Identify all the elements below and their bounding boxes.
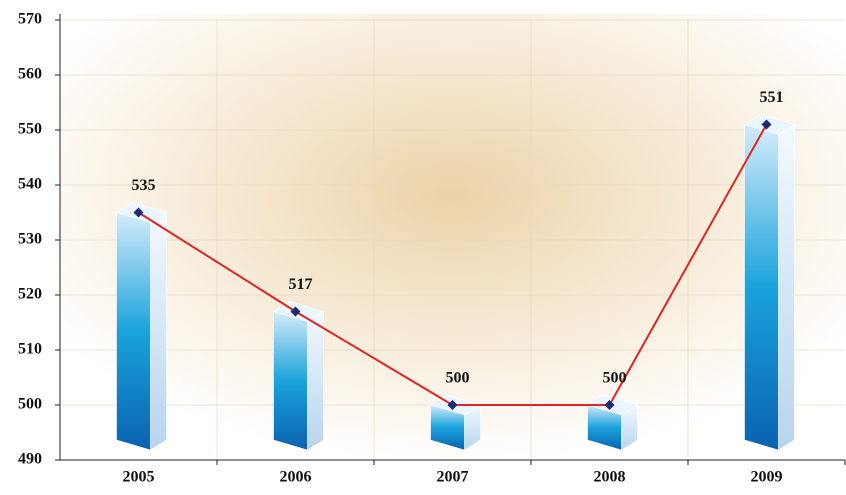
bar-side [307, 310, 324, 451]
bar [116, 212, 151, 451]
x-tick-label: 2008 [594, 469, 626, 486]
data-label: 500 [603, 370, 627, 387]
marker [761, 119, 772, 130]
data-label: 535 [132, 177, 156, 194]
bar [273, 311, 308, 451]
y-tick-label: 570 [18, 11, 42, 28]
y-tick-label: 500 [18, 396, 42, 413]
data-label: 517 [289, 276, 313, 293]
bar [430, 404, 465, 451]
marker [447, 400, 458, 410]
y-tick-label: 560 [18, 66, 42, 83]
bar [744, 124, 779, 451]
marker [133, 207, 144, 218]
y-tick-label: 550 [18, 121, 42, 138]
x-tick-label: 2007 [437, 469, 469, 486]
x-tick-label: 2009 [751, 469, 783, 486]
marker [604, 400, 615, 410]
bar-side [778, 123, 795, 451]
bar-side [150, 211, 167, 451]
data-label: 551 [760, 89, 784, 106]
y-tick-label: 540 [18, 176, 42, 193]
plot-background [60, 14, 846, 464]
y-tick-label: 530 [18, 231, 42, 248]
marker [290, 306, 301, 317]
x-tick-label: 2005 [123, 469, 155, 486]
y-tick-label: 510 [18, 341, 42, 358]
y-tick-label: 520 [18, 286, 42, 303]
y-tick-label: 490 [18, 451, 42, 468]
bar [587, 404, 622, 451]
data-label: 500 [446, 370, 470, 387]
x-tick-label: 2006 [280, 469, 312, 486]
